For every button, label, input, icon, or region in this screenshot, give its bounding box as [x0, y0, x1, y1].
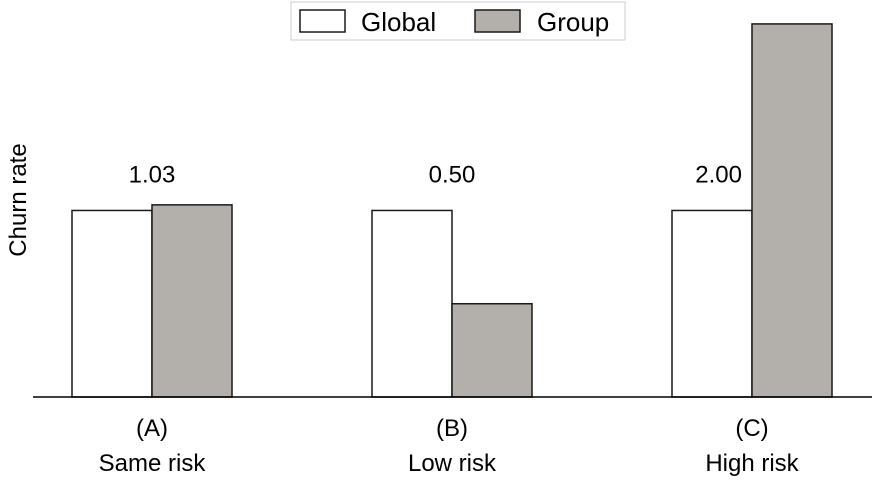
legend-label-group: Group [537, 7, 609, 37]
ratio-label: 2.00 [695, 161, 742, 188]
x-tick-label-name: Same risk [99, 450, 207, 477]
bar-group-low-risk [451, 302, 533, 398]
bar-global-low-risk [371, 209, 453, 398]
legend: Global Group [290, 1, 626, 41]
ratio-label: 1.03 [129, 161, 176, 188]
bar-group-high-risk [751, 23, 833, 398]
x-tick-label-letter: (A) [136, 415, 168, 442]
legend-label-global: Global [361, 7, 436, 37]
x-tick-label-name: Low risk [408, 450, 497, 477]
x-tick-label-name: High risk [705, 450, 799, 477]
bars-layer [71, 23, 833, 398]
legend-swatch-group [474, 9, 521, 33]
x-tick-label-letter: (C) [735, 415, 768, 442]
x-tick-label-letter: (B) [436, 415, 468, 442]
ratio-label: 0.50 [429, 161, 476, 188]
y-axis-label: Churn rate [5, 143, 32, 256]
bar-group-same-risk [151, 204, 233, 398]
bar-global-high-risk [671, 209, 753, 398]
x-tick-labels-layer: (A) Same risk (B) Low risk (C) High risk [99, 415, 800, 477]
legend-swatch-global [299, 9, 346, 33]
bar-global-same-risk [71, 209, 153, 398]
ratio-labels-layer: 1.03 0.50 2.00 [129, 161, 742, 188]
legend-frame [290, 1, 626, 41]
